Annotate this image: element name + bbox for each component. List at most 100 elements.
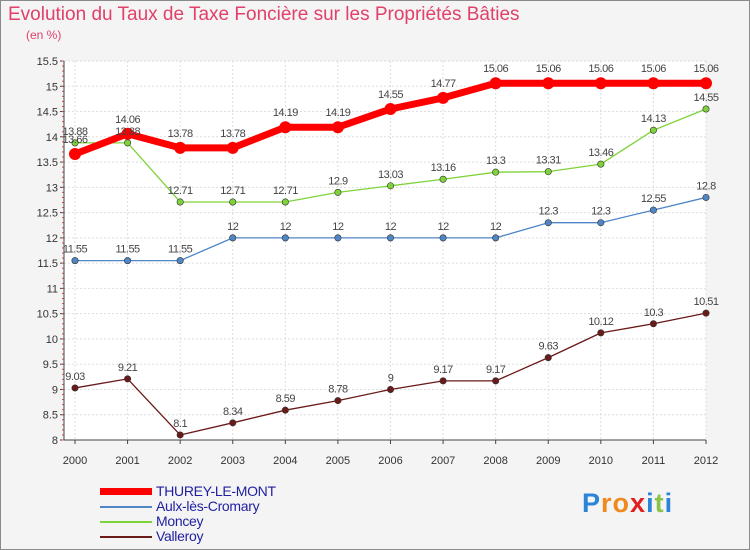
y-tick-label: 15 <box>46 81 58 93</box>
x-tick-label: 2001 <box>115 455 139 467</box>
data-label: 13.78 <box>220 128 245 140</box>
data-point <box>647 77 660 90</box>
data-label: 9.21 <box>118 362 138 374</box>
data-label: 14.55 <box>378 89 403 101</box>
x-tick-label: 2009 <box>536 455 560 467</box>
data-point <box>71 257 79 265</box>
data-point <box>597 160 605 168</box>
data-label: 12.55 <box>641 193 666 205</box>
data-point <box>174 141 187 154</box>
data-point <box>229 419 237 427</box>
data-point <box>229 234 237 242</box>
data-label: 12 <box>332 221 344 233</box>
data-point <box>334 234 342 242</box>
data-label: 9 <box>388 372 394 384</box>
x-tick-label: 2008 <box>483 455 507 467</box>
data-label: 14.55 <box>693 92 718 104</box>
data-label: 14.19 <box>325 107 350 119</box>
data-point <box>176 257 184 265</box>
legend-item: THUREY-LE-MONT <box>100 483 360 499</box>
y-tick-label: 9 <box>52 384 58 396</box>
data-label: 14.19 <box>273 107 298 119</box>
data-point <box>71 384 79 392</box>
data-label: 12.3 <box>539 206 559 218</box>
logo-letter: x <box>630 488 647 518</box>
data-label: 13.88 <box>62 126 87 138</box>
data-point <box>386 234 394 242</box>
data-point <box>124 139 132 147</box>
data-label: 12.71 <box>273 185 298 197</box>
data-label: 12.71 <box>168 185 193 197</box>
data-point <box>71 139 79 147</box>
legend-swatch <box>100 506 152 508</box>
chart-legend: THUREY-LE-MONT Aulx-lès-Cromary Moncey Vall… <box>100 483 360 544</box>
data-point <box>331 121 344 134</box>
data-point <box>279 121 292 134</box>
data-point <box>492 377 500 385</box>
logo-letter: t <box>654 488 665 518</box>
data-label: 8.59 <box>276 393 296 405</box>
data-label: 11.55 <box>115 244 140 256</box>
data-point <box>544 168 552 176</box>
data-label: 15.06 <box>536 63 561 75</box>
data-point <box>542 77 555 90</box>
x-tick-label: 2010 <box>589 455 613 467</box>
data-point <box>176 431 184 439</box>
data-point <box>229 198 237 206</box>
data-point <box>439 175 447 183</box>
y-tick-label: 10.5 <box>37 309 58 321</box>
logo-letter: i <box>646 488 655 518</box>
data-point <box>492 234 500 242</box>
x-tick-label: 2000 <box>63 455 87 467</box>
data-point <box>334 397 342 405</box>
x-tick-label: 2011 <box>642 455 666 467</box>
data-point <box>594 77 607 90</box>
data-point <box>281 234 289 242</box>
data-label: 11.55 <box>63 244 88 256</box>
data-point <box>597 329 605 337</box>
data-point <box>489 77 502 90</box>
data-label: 14.13 <box>641 113 666 125</box>
data-label: 9.63 <box>539 341 559 353</box>
legend-swatch <box>100 488 152 495</box>
data-label: 11.55 <box>168 244 193 256</box>
data-point <box>702 193 710 201</box>
data-point <box>597 219 605 227</box>
x-tick-label: 2012 <box>694 455 718 467</box>
y-tick-label: 12 <box>46 233 58 245</box>
data-point <box>386 182 394 190</box>
chart-subtitle: (en %) <box>26 28 62 42</box>
data-point <box>437 91 450 104</box>
legend-label: THUREY-LE-MONT <box>156 483 276 499</box>
data-label: 13.78 <box>168 128 193 140</box>
data-point <box>334 188 342 196</box>
data-point <box>700 77 712 90</box>
data-label: 10.12 <box>588 316 613 328</box>
data-label: 13.03 <box>378 169 403 181</box>
legend-item: Moncey <box>100 513 360 529</box>
y-tick-label: 13.5 <box>37 157 58 169</box>
data-label: 12 <box>227 221 239 233</box>
data-label: 15.06 <box>483 63 508 75</box>
chart-title: Evolution du Taux de Taxe Foncière sur l… <box>8 4 520 25</box>
logo-letter: P <box>582 488 602 518</box>
data-point <box>121 127 134 140</box>
data-label: 12.71 <box>220 185 245 197</box>
y-tick-label: 9.5 <box>43 359 58 371</box>
data-label: 13.3 <box>486 155 506 167</box>
y-tick-label: 10 <box>46 334 58 346</box>
data-point <box>124 257 132 265</box>
data-label: 10.51 <box>693 296 718 308</box>
legend-item: Aulx-lès-Cromary <box>100 498 360 514</box>
y-tick-label: 12.5 <box>37 208 58 220</box>
x-tick-label: 2004 <box>273 455 297 467</box>
data-point <box>439 234 447 242</box>
data-point <box>176 198 184 206</box>
data-point <box>226 141 239 154</box>
data-label: 9.03 <box>65 371 85 383</box>
data-point <box>281 406 289 414</box>
legend-swatch <box>100 521 152 523</box>
data-point <box>544 219 552 227</box>
logo-letter: i <box>664 488 674 518</box>
